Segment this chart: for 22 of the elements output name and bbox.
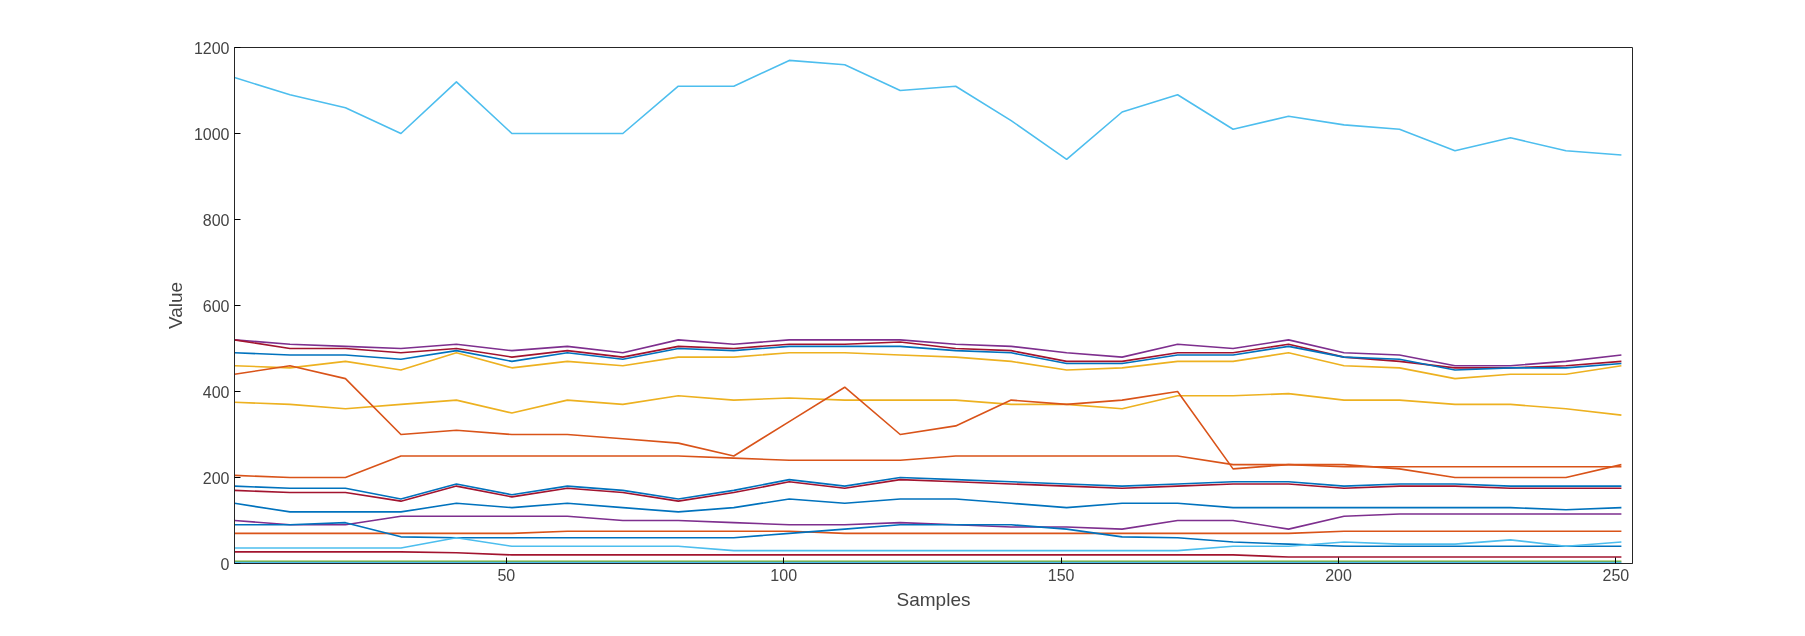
line-series	[234, 536, 1623, 552]
x-tick-label: 250	[1602, 566, 1630, 584]
y-tick-label: 800	[202, 211, 230, 229]
line-series	[234, 345, 1623, 371]
line-series	[234, 352, 1623, 380]
y-tick-label: 1200	[193, 39, 230, 57]
y-tick-label: 600	[202, 297, 230, 315]
line-series	[234, 513, 1623, 530]
line-series	[234, 59, 1623, 161]
y-tick-label: 200	[202, 469, 230, 487]
y-axis-title: Value	[164, 281, 186, 330]
x-tick-label: 100	[770, 566, 798, 584]
y-tick-label: 0	[220, 555, 230, 573]
x-tick-label: 200	[1325, 566, 1352, 584]
y-tick-label: 1000	[193, 125, 230, 143]
line-series	[234, 521, 1623, 548]
x-axis-title: Samples	[896, 588, 971, 610]
line-series	[234, 392, 1623, 416]
x-tick-label: 150	[1047, 566, 1075, 584]
x-tick-label: 50	[497, 566, 516, 584]
y-tick-label: 400	[202, 383, 230, 401]
line-series	[234, 498, 1623, 513]
